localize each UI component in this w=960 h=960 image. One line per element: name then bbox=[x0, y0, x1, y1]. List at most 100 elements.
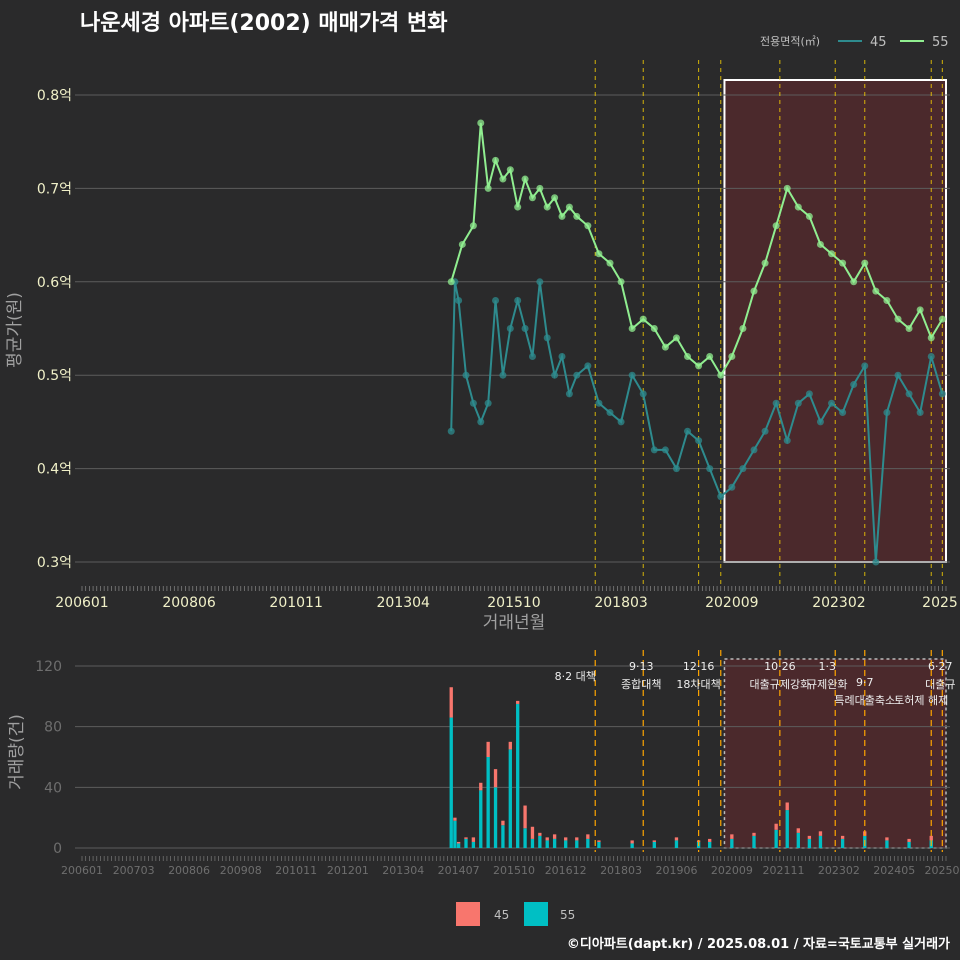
data-point-45 bbox=[717, 493, 725, 501]
price-chart: 0.3억 0.4억 0.5억 0.6억 0.7억 0.8억 200601 200806 2010… bbox=[37, 60, 958, 611]
data-point-45 bbox=[521, 325, 529, 332]
data-point-45 bbox=[506, 325, 514, 332]
bar-segment-55 bbox=[530, 838, 535, 848]
bar-segment-55 bbox=[471, 841, 476, 848]
top-x-axis-label: 거래년월 bbox=[483, 613, 546, 633]
data-point-55 bbox=[916, 306, 924, 314]
event-label: 8·2 대책 bbox=[555, 670, 596, 683]
data-point-55 bbox=[543, 203, 551, 211]
data-point-55 bbox=[639, 315, 647, 323]
data-point-55 bbox=[684, 353, 692, 361]
bar-segment-55 bbox=[538, 835, 542, 848]
bar-segment-55 bbox=[885, 840, 889, 848]
data-point-55 bbox=[883, 296, 891, 304]
data-point-55 bbox=[447, 278, 455, 286]
bar-segment-45 bbox=[752, 832, 756, 836]
data-point-45 bbox=[462, 371, 470, 379]
bar-segment-45 bbox=[907, 838, 911, 842]
y-tick-label: 0.5억 bbox=[37, 368, 72, 384]
data-point-45 bbox=[861, 362, 869, 370]
data-point-45 bbox=[894, 371, 902, 379]
bar-segment-55 bbox=[449, 717, 453, 848]
bar-segment-45 bbox=[523, 805, 527, 829]
y-tick-label: 0.6억 bbox=[37, 275, 72, 291]
data-point-55 bbox=[905, 325, 913, 332]
legend-swatch-label-45: 45 bbox=[494, 908, 509, 922]
data-point-45 bbox=[499, 371, 507, 379]
y-tick-label: 0.3억 bbox=[37, 555, 72, 571]
event-label: 6·27 bbox=[928, 660, 953, 673]
data-point-45 bbox=[783, 437, 791, 445]
bar-segment-55 bbox=[545, 840, 549, 848]
x-tick-label: 201011 bbox=[275, 864, 317, 877]
data-point-45 bbox=[661, 446, 669, 454]
data-point-55 bbox=[672, 334, 680, 342]
bar-segment-45 bbox=[564, 837, 568, 841]
data-point-45 bbox=[650, 446, 658, 454]
event-label: 18차대책 bbox=[676, 678, 720, 691]
data-point-45 bbox=[916, 409, 924, 417]
highlight-period-box bbox=[723, 79, 948, 563]
data-point-55 bbox=[528, 194, 536, 202]
x-tick-label: 202302 bbox=[812, 595, 865, 611]
x-tick-label: 200601 bbox=[55, 595, 108, 611]
x-tick-label: 202009 bbox=[711, 864, 753, 877]
data-point-55 bbox=[558, 212, 566, 220]
bar-segment-45 bbox=[493, 769, 498, 788]
y-tick-label: 0.8억 bbox=[37, 88, 72, 104]
data-point-55 bbox=[816, 240, 824, 248]
data-point-45 bbox=[750, 446, 758, 454]
x-tick-label: 20250 bbox=[925, 864, 960, 877]
bar-segment-45 bbox=[456, 841, 461, 844]
bar-segment-55 bbox=[479, 790, 483, 848]
bar-segment-45 bbox=[449, 687, 453, 718]
bar-segment-55 bbox=[501, 825, 505, 848]
bar-segment-55 bbox=[708, 841, 712, 848]
bar-segment-55 bbox=[840, 838, 845, 848]
x-tick-label: 201510 bbox=[487, 595, 540, 611]
bar-segment-45 bbox=[597, 840, 601, 842]
bar-segment-45 bbox=[929, 835, 933, 841]
event-label: 종합대책 bbox=[621, 678, 661, 691]
bar-segment-55 bbox=[730, 838, 734, 848]
data-point-55 bbox=[850, 278, 858, 286]
event-label: 특례대출축소 bbox=[834, 694, 895, 707]
data-point-45 bbox=[684, 427, 692, 435]
bar-segment-45 bbox=[538, 832, 542, 836]
top-y-axis-label: 평균가(원) bbox=[5, 292, 25, 368]
data-point-55 bbox=[805, 212, 813, 220]
bar-segment-45 bbox=[807, 835, 812, 839]
data-point-55 bbox=[565, 203, 573, 211]
bar-segment-55 bbox=[464, 838, 468, 848]
data-point-55 bbox=[927, 334, 935, 342]
x-tick-label: 201304 bbox=[382, 864, 424, 877]
x-tick-label: 202111 bbox=[763, 864, 805, 877]
bar-segment-45 bbox=[674, 837, 679, 841]
bar-segment-45 bbox=[516, 700, 520, 704]
footer-credit: ©디아파트(dapt.kr) / 2025.08.01 / 자료=국토교통부 실… bbox=[567, 936, 950, 952]
x-tick-label: 201011 bbox=[269, 595, 322, 611]
series-line-55 bbox=[450, 122, 944, 378]
bar-segment-45 bbox=[630, 840, 634, 844]
y-tick-label: 80 bbox=[44, 720, 62, 736]
data-point-55 bbox=[706, 353, 714, 361]
event-label: 대출규제강화 bbox=[749, 678, 810, 691]
bar-segment-55 bbox=[652, 841, 656, 848]
data-point-45 bbox=[772, 399, 780, 407]
data-point-45 bbox=[850, 381, 858, 389]
data-point-45 bbox=[492, 296, 500, 304]
data-point-45 bbox=[528, 353, 536, 361]
data-point-45 bbox=[484, 399, 492, 407]
bar-segment-45 bbox=[652, 840, 656, 842]
event-label: 대출규 bbox=[925, 678, 955, 691]
series-line-45 bbox=[450, 281, 944, 563]
data-point-55 bbox=[521, 175, 529, 183]
data-point-45 bbox=[477, 418, 485, 426]
data-point-55 bbox=[661, 343, 669, 351]
y-tick-label: 0.4억 bbox=[37, 462, 72, 478]
bar-segment-45 bbox=[796, 828, 800, 833]
data-point-55 bbox=[551, 194, 559, 202]
data-point-45 bbox=[551, 371, 559, 379]
bar-segment-55 bbox=[552, 838, 557, 848]
data-point-45 bbox=[905, 390, 913, 398]
